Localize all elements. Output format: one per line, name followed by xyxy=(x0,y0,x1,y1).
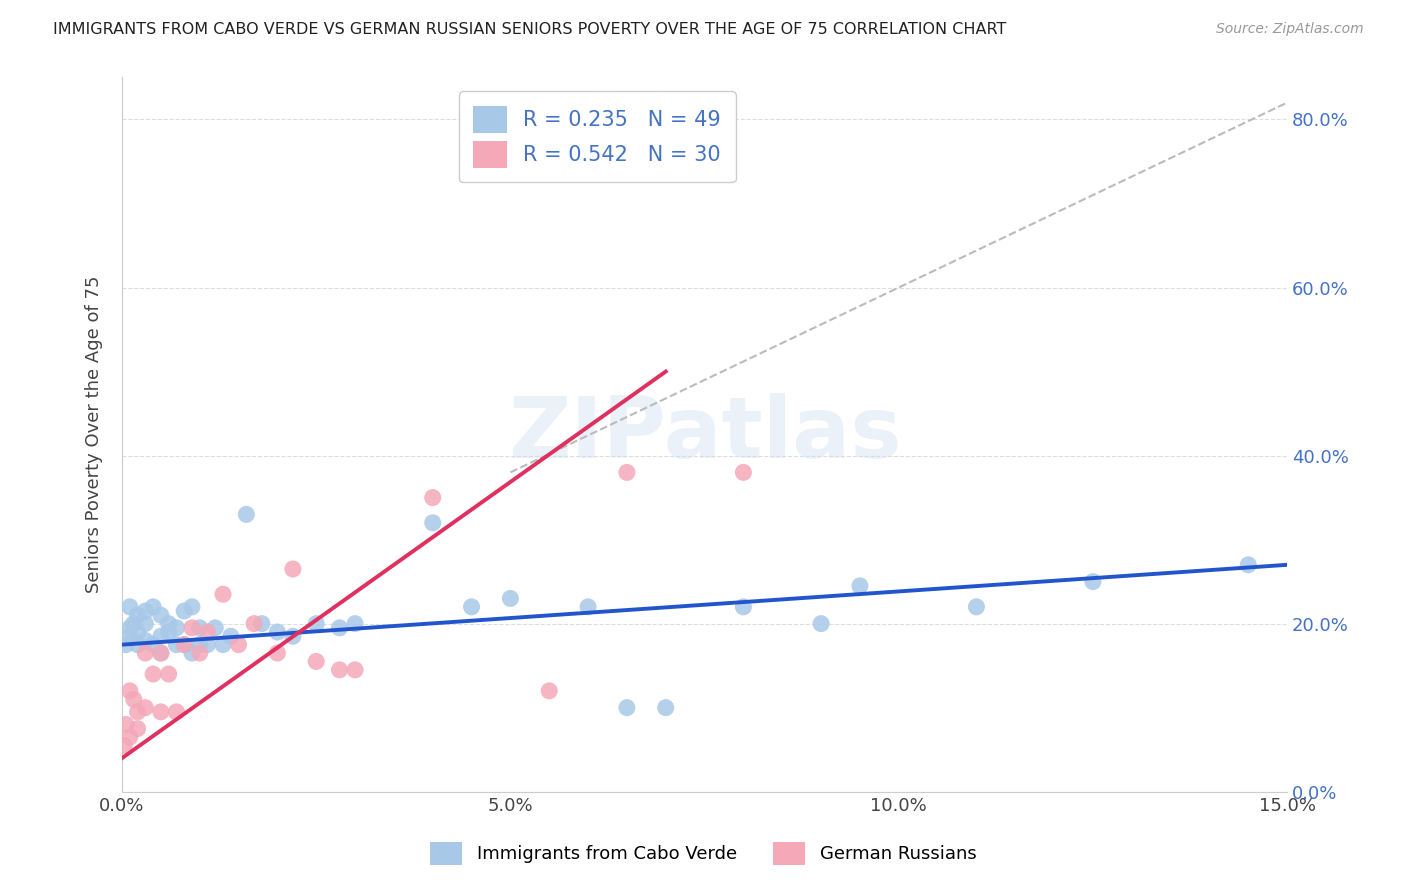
Point xyxy=(188,621,211,635)
Point xyxy=(118,599,141,614)
Point xyxy=(134,700,156,714)
Point xyxy=(344,616,367,631)
Point xyxy=(165,638,187,652)
Legend: Immigrants from Cabo Verde, German Russians: Immigrants from Cabo Verde, German Russi… xyxy=(422,835,984,872)
Text: ZIPatlas: ZIPatlas xyxy=(508,393,901,476)
Point xyxy=(243,616,266,631)
Point xyxy=(212,638,235,652)
Point xyxy=(499,591,522,606)
Point xyxy=(142,599,165,614)
Point xyxy=(149,705,172,719)
Point xyxy=(281,562,304,576)
Point xyxy=(165,705,187,719)
Point xyxy=(118,629,141,643)
Point xyxy=(127,608,149,623)
Point xyxy=(181,599,204,614)
Point xyxy=(538,684,561,698)
Point xyxy=(965,599,987,614)
Point xyxy=(810,616,832,631)
Point xyxy=(181,646,204,660)
Point xyxy=(112,739,135,753)
Text: IMMIGRANTS FROM CABO VERDE VS GERMAN RUSSIAN SENIORS POVERTY OVER THE AGE OF 75 : IMMIGRANTS FROM CABO VERDE VS GERMAN RUS… xyxy=(53,22,1007,37)
Point xyxy=(305,616,328,631)
Point xyxy=(228,638,250,652)
Point xyxy=(173,604,195,618)
Point xyxy=(733,599,755,614)
Point xyxy=(204,621,226,635)
Point xyxy=(849,579,872,593)
Point xyxy=(616,466,638,480)
Point xyxy=(616,700,638,714)
Point xyxy=(576,599,599,614)
Point xyxy=(181,621,204,635)
Point xyxy=(157,625,180,640)
Point xyxy=(157,616,180,631)
Point xyxy=(118,684,141,698)
Point xyxy=(219,629,242,643)
Point xyxy=(127,638,149,652)
Point xyxy=(188,646,211,660)
Point xyxy=(250,616,273,631)
Point xyxy=(149,646,172,660)
Point xyxy=(142,667,165,681)
Point xyxy=(212,587,235,601)
Point xyxy=(122,616,145,631)
Point xyxy=(134,646,156,660)
Point xyxy=(127,722,149,736)
Point xyxy=(115,717,138,731)
Point xyxy=(149,629,172,643)
Point xyxy=(127,625,149,640)
Point xyxy=(422,491,444,505)
Point xyxy=(197,638,219,652)
Point xyxy=(165,621,187,635)
Point xyxy=(328,663,350,677)
Point xyxy=(422,516,444,530)
Point xyxy=(149,608,172,623)
Point xyxy=(142,638,165,652)
Point xyxy=(134,604,156,618)
Point xyxy=(115,638,138,652)
Point xyxy=(122,692,145,706)
Point xyxy=(266,625,288,640)
Point xyxy=(173,638,195,652)
Point xyxy=(460,599,482,614)
Point xyxy=(197,625,219,640)
Point xyxy=(157,667,180,681)
Point xyxy=(118,730,141,744)
Point xyxy=(281,629,304,643)
Point xyxy=(235,508,257,522)
Text: Source: ZipAtlas.com: Source: ZipAtlas.com xyxy=(1216,22,1364,37)
Point xyxy=(127,705,149,719)
Point xyxy=(134,616,156,631)
Point xyxy=(118,621,141,635)
Point xyxy=(328,621,350,635)
Point xyxy=(173,638,195,652)
Point xyxy=(1081,574,1104,589)
Point xyxy=(344,663,367,677)
Point xyxy=(654,700,676,714)
Point xyxy=(305,655,328,669)
Y-axis label: Seniors Poverty Over the Age of 75: Seniors Poverty Over the Age of 75 xyxy=(86,276,103,593)
Point xyxy=(149,646,172,660)
Legend: R = 0.235   N = 49, R = 0.542   N = 30: R = 0.235 N = 49, R = 0.542 N = 30 xyxy=(458,91,735,183)
Point xyxy=(1237,558,1260,572)
Point xyxy=(266,646,288,660)
Point xyxy=(134,633,156,648)
Point xyxy=(733,466,755,480)
Point xyxy=(188,638,211,652)
